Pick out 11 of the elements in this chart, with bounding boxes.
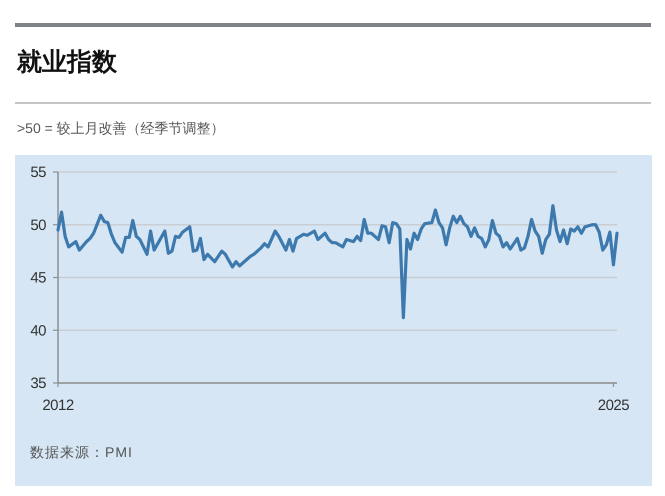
chart-subtitle: >50 = 较上月改善（经季节调整） bbox=[17, 120, 225, 136]
chart-title: 就业指数 bbox=[16, 48, 118, 76]
y-tick-label: 50 bbox=[30, 216, 46, 234]
x-tick-label: 2012 bbox=[42, 397, 74, 414]
line-series bbox=[56, 204, 619, 320]
source-note: 数据来源：PMI bbox=[30, 444, 133, 460]
y-tick-label: 55 bbox=[30, 164, 46, 181]
y-tick-label: 35 bbox=[30, 375, 46, 392]
y-tick-label: 45 bbox=[30, 270, 46, 286]
x-tick-label: 2025 bbox=[598, 397, 630, 414]
y-tick-label: 40 bbox=[30, 322, 46, 340]
